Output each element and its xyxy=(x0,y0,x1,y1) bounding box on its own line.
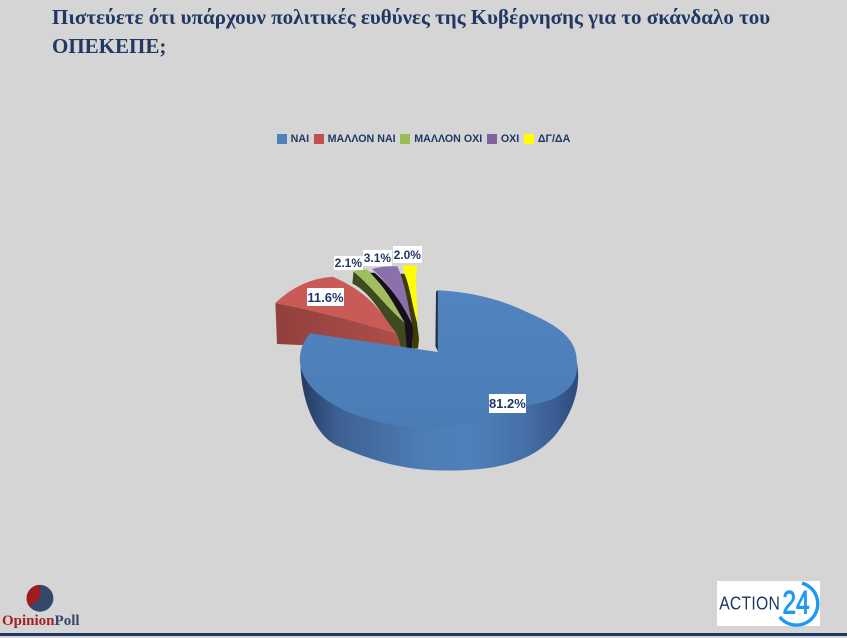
svg-text:ACTION: ACTION xyxy=(719,592,780,614)
svg-text:24: 24 xyxy=(783,585,810,621)
